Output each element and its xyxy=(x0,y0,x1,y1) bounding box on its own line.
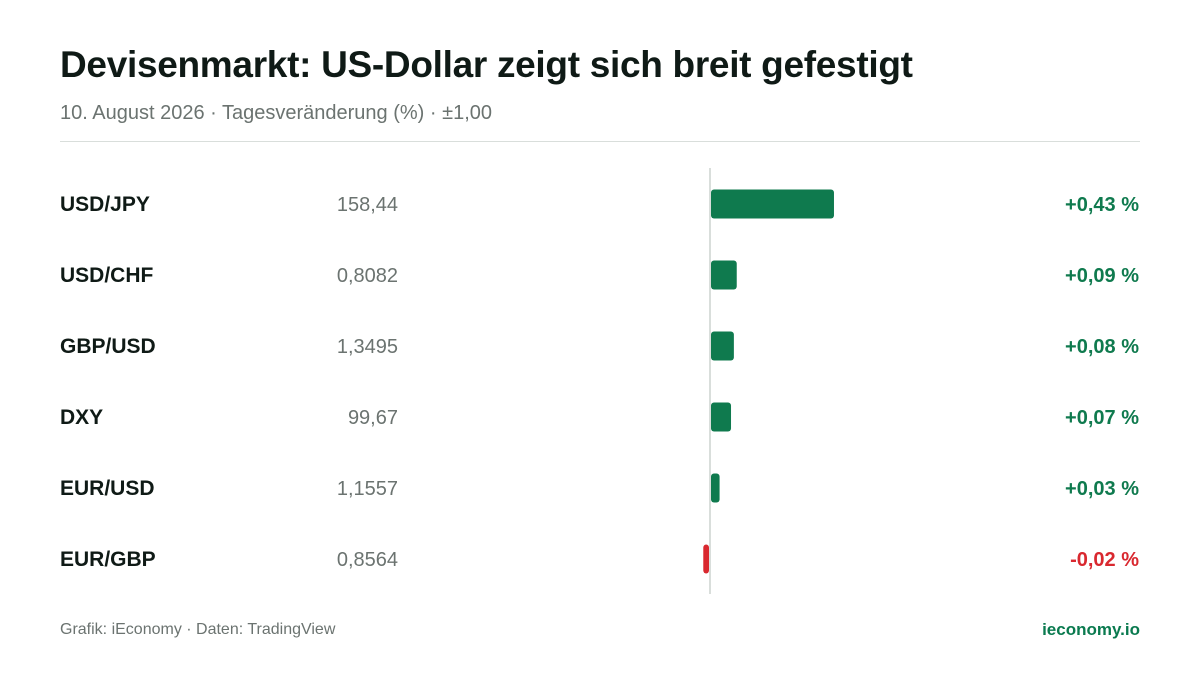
price-label: 0,8564 xyxy=(337,549,398,571)
value-label: +0,43 % xyxy=(1065,194,1139,216)
bar xyxy=(703,544,709,574)
footer-credit: Grafik: iEconomy · Daten: TradingView xyxy=(60,621,336,638)
value-label: +0,07 % xyxy=(1065,407,1139,429)
bar xyxy=(711,402,732,432)
chart-subtitle: 10. August 2026 · Tagesveränderung (%) ·… xyxy=(60,102,492,124)
category-label: GBP/USD xyxy=(60,335,156,358)
bar xyxy=(711,189,834,219)
category-label: USD/CHF xyxy=(60,264,154,287)
bar xyxy=(711,473,720,503)
header-divider xyxy=(60,141,1140,142)
footer-brand-link[interactable]: ieconomy.io xyxy=(1042,620,1140,639)
price-label: 1,3495 xyxy=(337,336,398,358)
price-label: 99,67 xyxy=(348,407,398,429)
category-label: DXY xyxy=(60,406,103,429)
value-label: +0,03 % xyxy=(1065,478,1139,500)
bar xyxy=(711,260,737,290)
value-label: +0,08 % xyxy=(1065,336,1139,358)
price-label: 0,8082 xyxy=(337,265,398,287)
price-label: 1,1557 xyxy=(337,478,398,500)
chart-title: Devisenmarkt: US-Dollar zeigt sich breit… xyxy=(60,44,913,85)
price-label: 158,44 xyxy=(337,194,398,216)
value-label: -0,02 % xyxy=(1070,549,1139,571)
category-label: EUR/GBP xyxy=(60,548,156,571)
category-label: USD/JPY xyxy=(60,193,150,216)
category-label: EUR/USD xyxy=(60,477,155,500)
value-label: +0,09 % xyxy=(1065,265,1139,287)
bar xyxy=(711,331,734,361)
